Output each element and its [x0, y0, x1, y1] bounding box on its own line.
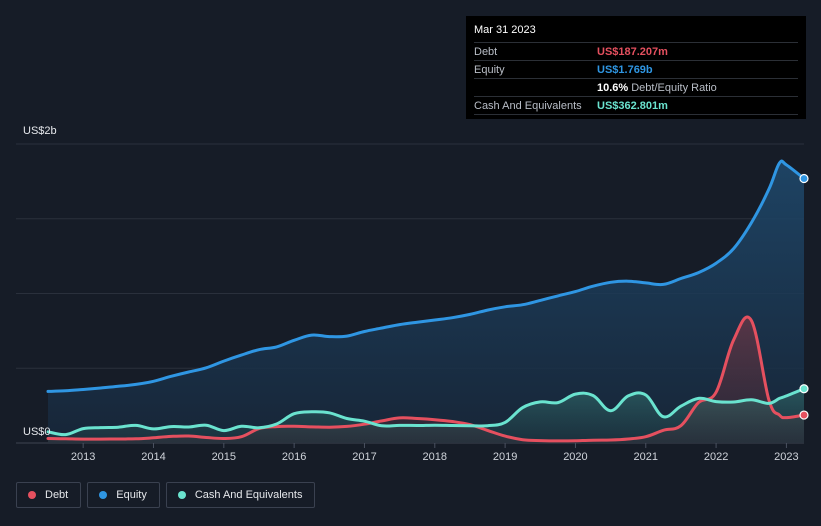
marker-cash-and-equivalents	[799, 384, 809, 394]
legend-dot-icon	[177, 491, 186, 499]
tooltip-value: US$187.207m	[597, 45, 668, 58]
marker-debt	[799, 410, 809, 420]
tooltip-date: Mar 31 2023	[474, 24, 536, 36]
series-lines	[46, 159, 806, 443]
legend-item-equity[interactable]: Equity	[87, 482, 160, 508]
end-markers	[799, 173, 809, 420]
y-axis: US$2b US$0	[23, 125, 57, 438]
x-tick-label: 2019	[493, 451, 517, 463]
legend-label: Equity	[116, 489, 147, 501]
tooltip-value: US$1.769b	[597, 63, 653, 76]
tooltip-value: US$362.801m	[597, 99, 668, 112]
tooltip-row-cash: Cash And Equivalents US$362.801m	[474, 96, 798, 115]
x-tick-label: 2014	[141, 451, 165, 463]
tooltip-extra: Debt/Equity Ratio	[631, 81, 717, 94]
x-tick-label: 2018	[423, 451, 447, 463]
y-tick-label: US$2b	[23, 125, 57, 137]
x-tick-label: 2013	[71, 451, 95, 463]
x-tick-label: 2023	[774, 451, 798, 463]
tooltip-label: Debt	[474, 45, 498, 58]
chart-legend: Debt Equity Cash And Equivalents	[16, 482, 316, 508]
legend-dot-icon	[99, 491, 108, 499]
legend-label: Debt	[45, 489, 69, 501]
x-tick-label: 2022	[704, 451, 728, 463]
x-tick-label: 2020	[563, 451, 587, 463]
marker-equity	[799, 173, 809, 184]
line-cash-and-equivalents	[46, 387, 806, 437]
y-tick-label: US$0	[23, 426, 51, 438]
value-tooltip: Mar 31 2023 Debt US$187.207m Equity US$1…	[466, 16, 806, 119]
area-equity	[48, 161, 804, 444]
x-axis: 2013 2014 2015 2016 2017 2018 2019 2020 2021 2022…	[71, 443, 799, 463]
legend-label: Cash And Equivalents	[194, 489, 303, 501]
tooltip-row-equity: Equity US$1.769b	[474, 60, 798, 78]
line-equity	[46, 159, 806, 393]
x-tick-label: 2015	[212, 451, 236, 463]
tooltip-label: Equity	[474, 63, 505, 76]
x-tick-label: 2021	[634, 451, 658, 463]
tooltip-row-debt: Debt US$187.207m	[474, 42, 798, 60]
legend-dot-icon	[28, 491, 36, 499]
tooltip-value: 10.6%	[597, 81, 629, 94]
line-debt	[46, 315, 806, 443]
tooltip-row-ratio: 10.6% Debt/Equity Ratio	[474, 78, 798, 96]
x-tick-label: 2017	[352, 451, 376, 463]
tooltip-label: Cash And Equivalents	[474, 99, 582, 112]
series-areas	[48, 161, 804, 444]
legend-item-debt[interactable]: Debt	[16, 482, 82, 508]
x-tick-label: 2016	[282, 451, 306, 463]
legend-item-cash[interactable]: Cash And Equivalents	[165, 482, 316, 508]
area-cash-and-equivalents	[48, 388, 804, 443]
